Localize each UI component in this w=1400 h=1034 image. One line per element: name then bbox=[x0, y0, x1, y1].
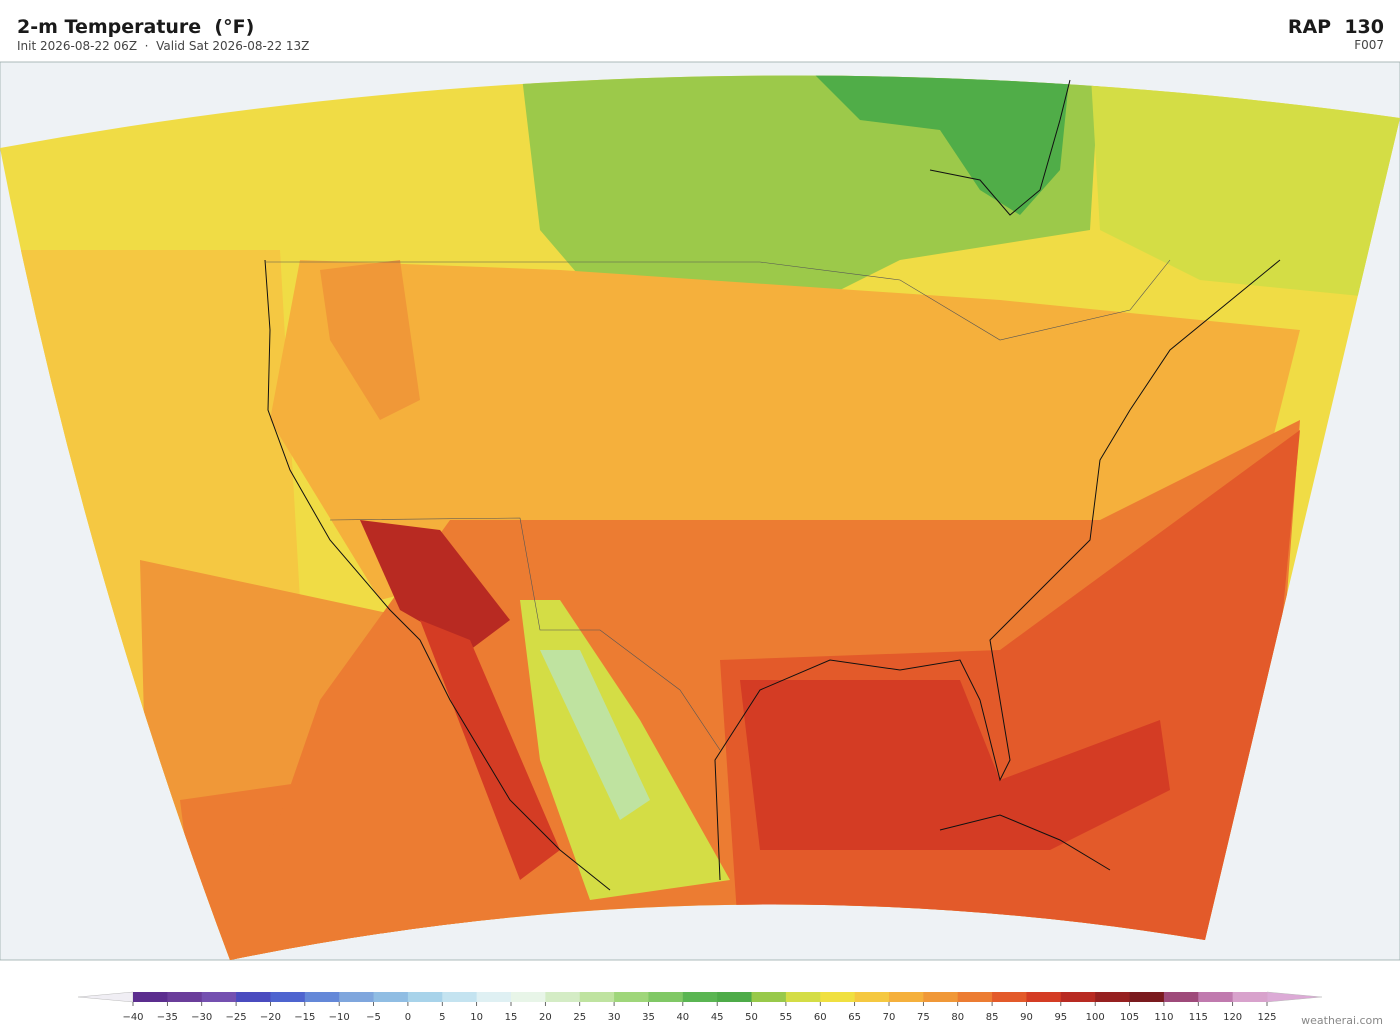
colorbar-tick-label: 35 bbox=[642, 1012, 655, 1023]
colorbar-bin bbox=[1163, 992, 1199, 1002]
credit: weatherai.com bbox=[1301, 1014, 1383, 1027]
colorbar-tick-label: −35 bbox=[157, 1012, 178, 1023]
colorbar-bin bbox=[270, 992, 306, 1002]
colorbar-tick-label: −5 bbox=[366, 1012, 381, 1023]
colorbar-bin bbox=[304, 992, 340, 1002]
colorbar-bin bbox=[1129, 992, 1165, 1002]
colorbar-tick-label: 40 bbox=[676, 1012, 689, 1023]
colorbar-bin bbox=[407, 992, 443, 1002]
field-hudson bbox=[800, 75, 1070, 215]
colorbar-bin bbox=[1026, 992, 1062, 1002]
colorbar-tick-label: 110 bbox=[1154, 1012, 1173, 1023]
colorbar-tick-label: −15 bbox=[294, 1012, 315, 1023]
coastlines bbox=[264, 79, 1281, 891]
colorbar-bin bbox=[648, 992, 684, 1002]
colorbar-bin bbox=[682, 992, 718, 1002]
field-sierra bbox=[540, 650, 650, 820]
coast-hudson bbox=[929, 79, 1071, 216]
colorbar-tick-label: 80 bbox=[951, 1012, 964, 1023]
colorbar-tick-label: −30 bbox=[191, 1012, 212, 1023]
colorbar-tick-label: −20 bbox=[260, 1012, 281, 1023]
colorbar-bin bbox=[820, 992, 856, 1002]
colorbar-tick-label: 50 bbox=[745, 1012, 758, 1023]
colorbar-bin bbox=[476, 992, 512, 1002]
colorbar-tick-label: 65 bbox=[848, 1012, 861, 1023]
coast-pacific bbox=[264, 259, 611, 891]
colorbar-tick-label: 0 bbox=[405, 1012, 411, 1023]
colorbar-tick-label: 100 bbox=[1086, 1012, 1105, 1023]
colorbar-tick-label: 30 bbox=[608, 1012, 621, 1023]
colorbar-bin bbox=[957, 992, 993, 1002]
colorbar-tick-label: 15 bbox=[505, 1012, 518, 1023]
colorbar-tick-label: 85 bbox=[986, 1012, 999, 1023]
colorbar-bin bbox=[992, 992, 1027, 1002]
colorbar-tick-label: 45 bbox=[711, 1012, 724, 1023]
colorbar-tick-label: 115 bbox=[1189, 1012, 1208, 1023]
field-gulf-warm bbox=[740, 680, 1170, 850]
colorbar-bin bbox=[614, 992, 649, 1002]
colorbar-bin bbox=[236, 992, 271, 1002]
forecast-hour: F007 bbox=[1354, 38, 1384, 52]
colorbar-tick-label: 75 bbox=[917, 1012, 930, 1023]
border-canada bbox=[265, 259, 1171, 341]
colorbar-tick-label: 55 bbox=[780, 1012, 793, 1023]
colorbar-bin bbox=[511, 992, 546, 1002]
model-name: RAP 130 bbox=[1287, 16, 1384, 38]
colorbar-bin bbox=[1060, 992, 1096, 1002]
coast-atlantic bbox=[714, 259, 1281, 881]
colorbar-tick-label: −40 bbox=[122, 1012, 143, 1023]
colorbar-bin bbox=[442, 992, 478, 1002]
colorbar-tick-label: −10 bbox=[329, 1012, 350, 1023]
colorbar-bin bbox=[201, 992, 237, 1002]
header: 2-m Temperature (°F) Init 2026-08-22 06Z… bbox=[0, 0, 1400, 62]
colorbar-tick-label: 20 bbox=[539, 1012, 552, 1023]
coast-cuba bbox=[939, 814, 1111, 871]
map-subtitle: Init 2026-08-22 06Z · Valid Sat 2026-08-… bbox=[17, 39, 310, 53]
field-quebec bbox=[1090, 75, 1400, 300]
colorbar-bin bbox=[339, 992, 374, 1002]
borders bbox=[265, 259, 1171, 751]
colorbar-bin bbox=[923, 992, 959, 1002]
colorbar-bin bbox=[1232, 992, 1268, 1002]
colorbar-bin bbox=[717, 992, 752, 1002]
colorbar-bin bbox=[1198, 992, 1234, 1002]
colorbar: −40 −35 −30 −25 −20 −15 −10 −5 0 5 10 15 20 25 30 35 40 4… bbox=[77, 991, 1323, 1023]
colorbar-tick-label: 120 bbox=[1223, 1012, 1242, 1023]
colorbar-bin bbox=[751, 992, 787, 1002]
colorbar-tick-label: 95 bbox=[1054, 1012, 1067, 1023]
field-northwest bbox=[320, 260, 420, 420]
colorbar-tick-label: −25 bbox=[226, 1012, 247, 1023]
colorbar-bin bbox=[889, 992, 924, 1002]
colorbar-tick-label: 10 bbox=[470, 1012, 483, 1023]
colorbar-tick-label: 25 bbox=[573, 1012, 586, 1023]
map-title: 2-m Temperature (°F) bbox=[17, 16, 255, 38]
colorbar-bin bbox=[854, 992, 890, 1002]
colorbar-tick-label: 5 bbox=[439, 1012, 445, 1023]
colorbar-tick-label: 60 bbox=[814, 1012, 827, 1023]
colorbar-bin bbox=[133, 992, 168, 1002]
colorbar-tick-label: 70 bbox=[883, 1012, 896, 1023]
colorbar-tick-label: 90 bbox=[1020, 1012, 1033, 1023]
colorbar-bin bbox=[1095, 992, 1130, 1002]
colorbar-tick-label: 125 bbox=[1257, 1012, 1276, 1023]
colorbar-bin bbox=[545, 992, 581, 1002]
colorbar-bin bbox=[579, 992, 615, 1002]
colorbar-bin bbox=[373, 992, 409, 1002]
border-mexico bbox=[329, 517, 721, 751]
temperature-field bbox=[0, 75, 1400, 961]
field-interior bbox=[270, 260, 1300, 600]
colorbar-bin bbox=[167, 992, 203, 1002]
colorbar-tick-label: 105 bbox=[1120, 1012, 1139, 1023]
colorbar-bin bbox=[785, 992, 821, 1002]
field-desert bbox=[360, 520, 510, 650]
